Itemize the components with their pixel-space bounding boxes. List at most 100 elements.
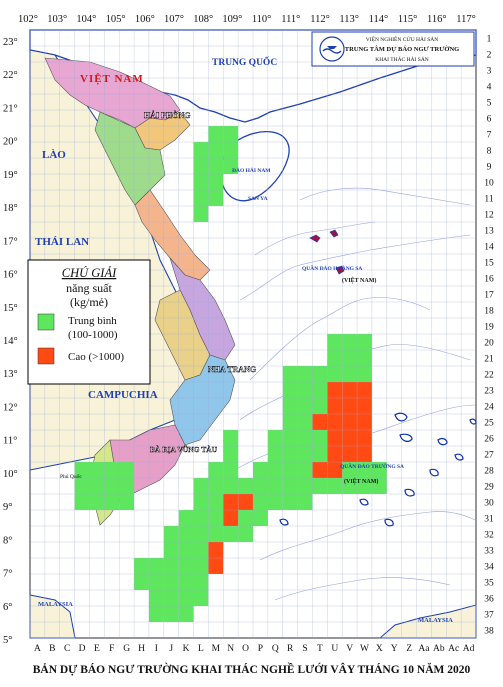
- longitude-label: 112°: [310, 14, 330, 25]
- cell-medium: [193, 478, 209, 494]
- label-malaysia-east: MALAYSIA: [418, 617, 453, 624]
- row-label: 6: [487, 115, 492, 125]
- row-labels: 1234567891011121314151617181920212223242…: [484, 35, 494, 637]
- cell-medium: [193, 590, 209, 606]
- label-hoangsa-vn: (VIỆT NAM): [342, 276, 376, 284]
- cell-medium: [371, 462, 387, 478]
- spratly-island: [429, 468, 439, 477]
- cell-medium: [223, 478, 239, 494]
- cell-high: [327, 462, 343, 478]
- cell-medium: [282, 414, 298, 430]
- logo-wave-icon: [322, 48, 342, 54]
- cell-medium: [253, 462, 268, 478]
- column-label: Ac: [448, 644, 459, 654]
- cell-medium: [282, 478, 298, 494]
- label-vietnam: VIỆT NAM: [80, 72, 144, 85]
- row-label: 10: [484, 179, 494, 189]
- row-label: 23: [484, 387, 494, 397]
- cell-medium: [282, 382, 298, 398]
- longitude-label: 114°: [369, 14, 389, 25]
- cell-high: [357, 398, 372, 414]
- cell-high: [327, 446, 343, 462]
- column-label: P: [258, 644, 263, 654]
- longitude-label: 107°: [164, 14, 184, 25]
- latitude-label: 10°: [3, 469, 18, 480]
- place-labels: TRUNG QUỐC VIỆT NAM LÀO THÁI LAN CAMPUCH…: [35, 55, 453, 624]
- row-label: 20: [484, 339, 494, 349]
- cell-high: [342, 414, 358, 430]
- legend-unit-line2: (kg/mẻ): [70, 295, 108, 309]
- cell-medium: [148, 558, 164, 574]
- label-phuquoc: Phú Quốc: [60, 473, 82, 480]
- island-marks: [279, 229, 477, 527]
- cell-medium: [119, 462, 135, 478]
- institute-line2: TRUNG TÂM DỰ BÁO NGƯ TRƯỜNG: [345, 45, 459, 53]
- cell-medium: [193, 494, 209, 510]
- cell-high: [312, 414, 328, 430]
- cell-medium: [193, 190, 209, 206]
- cell-medium: [253, 494, 268, 510]
- cell-medium: [238, 510, 253, 526]
- cell-medium: [178, 590, 194, 606]
- longitude-label: 110°: [252, 14, 272, 25]
- cell-medium: [342, 366, 358, 382]
- column-label: B: [49, 644, 55, 654]
- institute-line1: VIỆN NGHIÊN CỨU HẢI SẢN: [366, 35, 438, 43]
- longitude-label: 111°: [281, 14, 300, 25]
- cell-medium: [357, 334, 372, 350]
- cell-medium: [267, 494, 283, 510]
- cell-medium: [208, 190, 224, 206]
- column-label: U: [331, 644, 338, 654]
- row-label: 38: [484, 627, 494, 637]
- logo-boat-icon: [327, 46, 337, 49]
- cell-medium: [148, 606, 164, 622]
- cell-medium: [134, 574, 149, 590]
- column-label: I: [155, 644, 158, 654]
- cell-medium: [297, 430, 313, 446]
- institute-line3: KHAI THÁC HẢI SẢN: [375, 55, 429, 63]
- column-label: Ab: [433, 644, 445, 654]
- label-truongsa: QUẦN ĐẢO TRƯỜNG SA: [340, 462, 404, 470]
- cell-high: [238, 494, 253, 510]
- cell-medium: [357, 366, 372, 382]
- cell-high: [327, 414, 343, 430]
- cell-medium: [178, 542, 194, 558]
- row-label: 33: [484, 547, 494, 557]
- cell-high: [223, 494, 239, 510]
- label-china: TRUNG QUỐC: [212, 55, 277, 68]
- vietnam-central: [134, 189, 211, 281]
- row-label: 14: [484, 243, 494, 253]
- row-label: 11: [484, 195, 493, 205]
- longitude-label: 115°: [398, 14, 418, 25]
- label-baria: BÀ RỊA VŨNG TÀU: [150, 444, 218, 454]
- cell-medium: [267, 446, 283, 462]
- cell-medium: [208, 158, 224, 174]
- cell-medium: [267, 430, 283, 446]
- cell-medium: [208, 142, 224, 158]
- label-truongsa-vn: (VIỆT NAM): [344, 477, 378, 485]
- cell-medium: [193, 142, 209, 158]
- cell-medium: [312, 446, 328, 462]
- cell-high: [327, 398, 343, 414]
- cell-medium: [163, 526, 179, 542]
- cell-medium: [342, 334, 358, 350]
- cell-medium: [178, 606, 194, 622]
- row-label: 19: [484, 323, 494, 333]
- column-label: Ad: [463, 644, 475, 654]
- cell-medium: [282, 494, 298, 510]
- row-label: 2: [487, 51, 492, 61]
- row-label: 1: [487, 35, 492, 45]
- column-label: Aa: [418, 644, 430, 654]
- cell-medium: [223, 158, 239, 174]
- row-label: 4: [487, 83, 492, 93]
- spratly-island: [399, 433, 413, 442]
- cell-medium: [193, 526, 209, 542]
- cell-high: [357, 446, 372, 462]
- cell-medium: [238, 526, 253, 542]
- cell-medium: [163, 574, 179, 590]
- cell-medium: [193, 174, 209, 190]
- latitude-label: 16°: [3, 270, 18, 281]
- cell-medium: [178, 526, 194, 542]
- cell-medium: [342, 350, 358, 366]
